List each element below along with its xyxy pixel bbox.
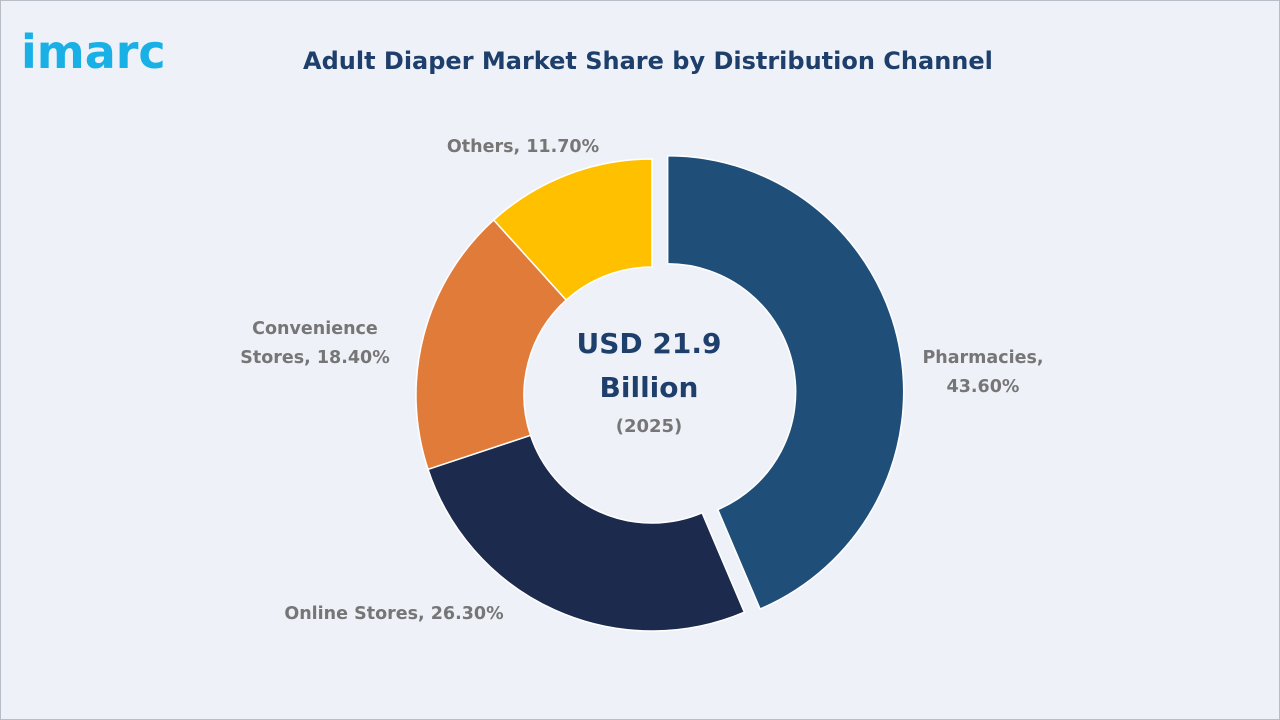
center-unit: Billion: [600, 371, 699, 404]
slice-label-online-stores: Online Stores, 26.30%: [284, 604, 503, 624]
slice-convenience-stores: [415, 218, 568, 471]
slice-label-others: Others, 11.70%: [447, 137, 599, 157]
slice-pharmacies: [666, 155, 905, 610]
chart-title: Adult Diaper Market Share by Distributio…: [303, 47, 993, 75]
donut-hole: [525, 268, 779, 522]
slice-label-convenience-stores: Convenience Stores, 18.40%: [240, 319, 390, 368]
center-value: USD 21.9: [577, 327, 722, 360]
slice-label-pharmacies: Pharmacies, 43.60%: [922, 348, 1043, 397]
imarc-logo: imarc: [21, 25, 166, 79]
slice-online-stores: [427, 434, 746, 632]
slice-others: [492, 158, 653, 302]
center-year: (2025): [616, 416, 683, 437]
